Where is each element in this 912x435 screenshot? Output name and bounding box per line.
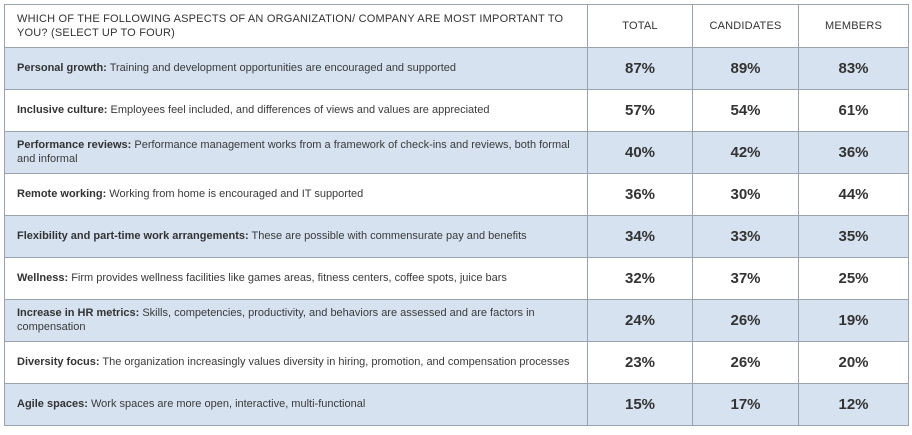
value-cell-members: 25% xyxy=(798,257,909,300)
value-cell-members: 35% xyxy=(798,215,909,258)
aspect-description: The organization increasingly values div… xyxy=(99,355,570,368)
aspect-cell: Agile spaces: Work spaces are more open,… xyxy=(4,383,588,426)
value-cell-members: 36% xyxy=(798,131,909,174)
aspect-description: Training and development opportunities a… xyxy=(106,61,457,74)
survey-results-table: WHICH OF THE FOLLOWING ASPECTS OF AN ORG… xyxy=(4,4,909,426)
value-cell-members: 44% xyxy=(798,173,909,216)
value-cell-members: 12% xyxy=(798,383,909,426)
table-row: Flexibility and part-time work arrangeme… xyxy=(4,215,909,258)
value-cell-total: 36% xyxy=(587,173,693,216)
value-cell-candidates: 26% xyxy=(692,341,799,384)
aspect-cell: Flexibility and part-time work arrangeme… xyxy=(4,215,588,258)
aspect-title: Increase in HR metrics: xyxy=(17,307,140,319)
aspect-title: Remote working: xyxy=(17,187,107,200)
value-cell-candidates: 17% xyxy=(692,383,799,426)
aspect-title: Diversity focus: xyxy=(17,355,100,368)
aspect-cell: Wellness: Firm provides wellness facilit… xyxy=(4,257,588,300)
value-cell-total: 23% xyxy=(587,341,693,384)
value-cell-candidates: 54% xyxy=(692,89,799,132)
value-cell-candidates: 42% xyxy=(692,131,799,174)
column-header-members: MEMBERS xyxy=(798,4,909,48)
value-cell-total: 87% xyxy=(587,47,693,90)
aspect-description: Work spaces are more open, interactive, … xyxy=(87,397,366,410)
aspect-title: Performance reviews: xyxy=(17,139,132,151)
table-row: Performance reviews: Performance managem… xyxy=(4,131,909,174)
table-row: Remote working: Working from home is enc… xyxy=(4,173,909,216)
question-header: WHICH OF THE FOLLOWING ASPECTS OF AN ORG… xyxy=(4,4,588,48)
table-row: Personal growth: Training and developmen… xyxy=(4,47,909,90)
table-row: Inclusive culture: Employees feel includ… xyxy=(4,89,909,132)
value-cell-members: 19% xyxy=(798,299,909,342)
value-cell-total: 40% xyxy=(587,131,693,174)
aspect-cell: Diversity focus: The organization increa… xyxy=(4,341,588,384)
aspect-description: Skills, competencies, productivity, and … xyxy=(17,307,535,333)
value-cell-members: 61% xyxy=(798,89,909,132)
aspect-cell: Inclusive culture: Employees feel includ… xyxy=(4,89,588,132)
table-body: Personal growth: Training and developmen… xyxy=(4,47,909,426)
aspect-title: Flexibility and part-time work arrangeme… xyxy=(17,229,249,242)
value-cell-candidates: 33% xyxy=(692,215,799,258)
aspect-description: Employees feel included, and differences… xyxy=(107,103,490,116)
header-row: WHICH OF THE FOLLOWING ASPECTS OF AN ORG… xyxy=(4,4,909,48)
aspect-cell: Increase in HR metrics: Skills, competen… xyxy=(4,299,588,342)
value-cell-total: 32% xyxy=(587,257,693,300)
aspect-description: These are possible with commensurate pay… xyxy=(248,229,527,242)
value-cell-total: 15% xyxy=(587,383,693,426)
aspect-cell: Remote working: Working from home is enc… xyxy=(4,173,588,216)
value-cell-candidates: 30% xyxy=(692,173,799,216)
aspect-title: Personal growth: xyxy=(17,61,107,74)
aspect-description: Working from home is encouraged and IT s… xyxy=(106,187,364,200)
aspect-title: Wellness: xyxy=(17,271,69,284)
table-row: Agile spaces: Work spaces are more open,… xyxy=(4,383,909,426)
table-row: Wellness: Firm provides wellness facilit… xyxy=(4,257,909,300)
aspect-cell: Personal growth: Training and developmen… xyxy=(4,47,588,90)
value-cell-candidates: 37% xyxy=(692,257,799,300)
aspect-title: Inclusive culture: xyxy=(17,103,108,116)
column-header-candidates: CANDIDATES xyxy=(692,4,799,48)
aspect-cell: Performance reviews: Performance managem… xyxy=(4,131,588,174)
aspect-title: Agile spaces: xyxy=(17,397,88,410)
table-row: Diversity focus: The organization increa… xyxy=(4,341,909,384)
table-header: WHICH OF THE FOLLOWING ASPECTS OF AN ORG… xyxy=(4,4,909,48)
value-cell-candidates: 89% xyxy=(692,47,799,90)
value-cell-candidates: 26% xyxy=(692,299,799,342)
value-cell-total: 57% xyxy=(587,89,693,132)
aspect-description: Performance management works from a fram… xyxy=(17,139,570,165)
value-cell-members: 20% xyxy=(798,341,909,384)
aspect-description: Firm provides wellness facilities like g… xyxy=(68,271,507,284)
value-cell-total: 24% xyxy=(587,299,693,342)
column-header-total: TOTAL xyxy=(587,4,693,48)
value-cell-total: 34% xyxy=(587,215,693,258)
value-cell-members: 83% xyxy=(798,47,909,90)
table-row: Increase in HR metrics: Skills, competen… xyxy=(4,299,909,342)
